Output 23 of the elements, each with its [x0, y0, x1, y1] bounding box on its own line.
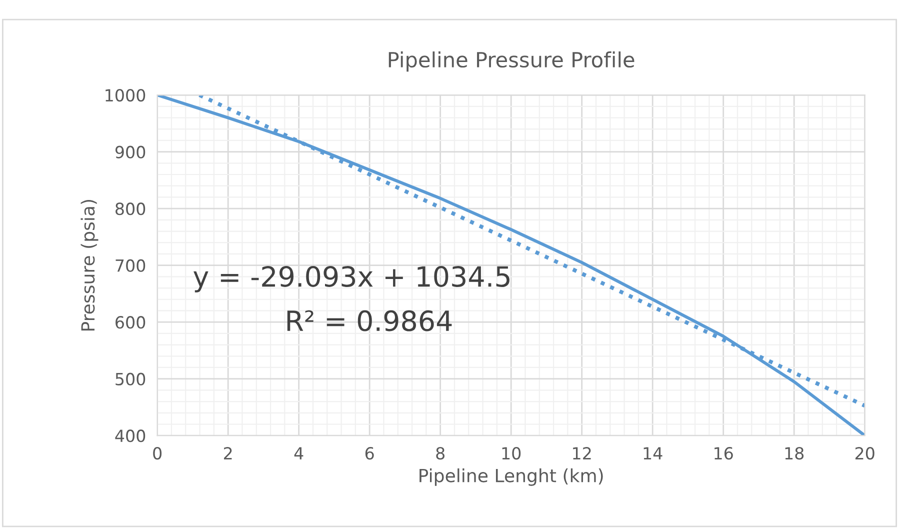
x-tick-label: 8 [436, 447, 444, 460]
x-tick-label: 14 [644, 447, 662, 460]
x-axis-title: Pipeline Lenght (km) [420, 468, 603, 486]
x-tick-label: 4 [294, 447, 304, 460]
y-tick-label: 400 [115, 430, 146, 442]
y-tick-label: 700 [116, 259, 146, 272]
x-tick-label: 2 [224, 447, 232, 460]
y-tick-label: 500 [116, 372, 146, 386]
x-tick-label: 20 [855, 447, 874, 460]
y-tick-label: 800 [116, 202, 146, 216]
x-tick-label: 0 [153, 447, 162, 460]
x-tick-label: 18 [785, 447, 804, 460]
y-tick-label: 1000 [106, 89, 146, 102]
chart-title: Pipeline Pressure Profile [388, 51, 634, 72]
x-tick-label: 16 [714, 447, 733, 460]
annotation: R² = 0.9864 [287, 310, 452, 332]
y-tick-label: 600 [116, 316, 146, 329]
x-tick-label: 12 [573, 447, 591, 460]
y-tick-label: 900 [115, 146, 146, 158]
y-axis-title: Pressure (psia) [80, 200, 98, 330]
x-tick-label: 6 [365, 447, 374, 460]
annotation: y = -29.093x + 1034.5 [194, 266, 510, 292]
x-tick-label: 10 [502, 447, 521, 460]
